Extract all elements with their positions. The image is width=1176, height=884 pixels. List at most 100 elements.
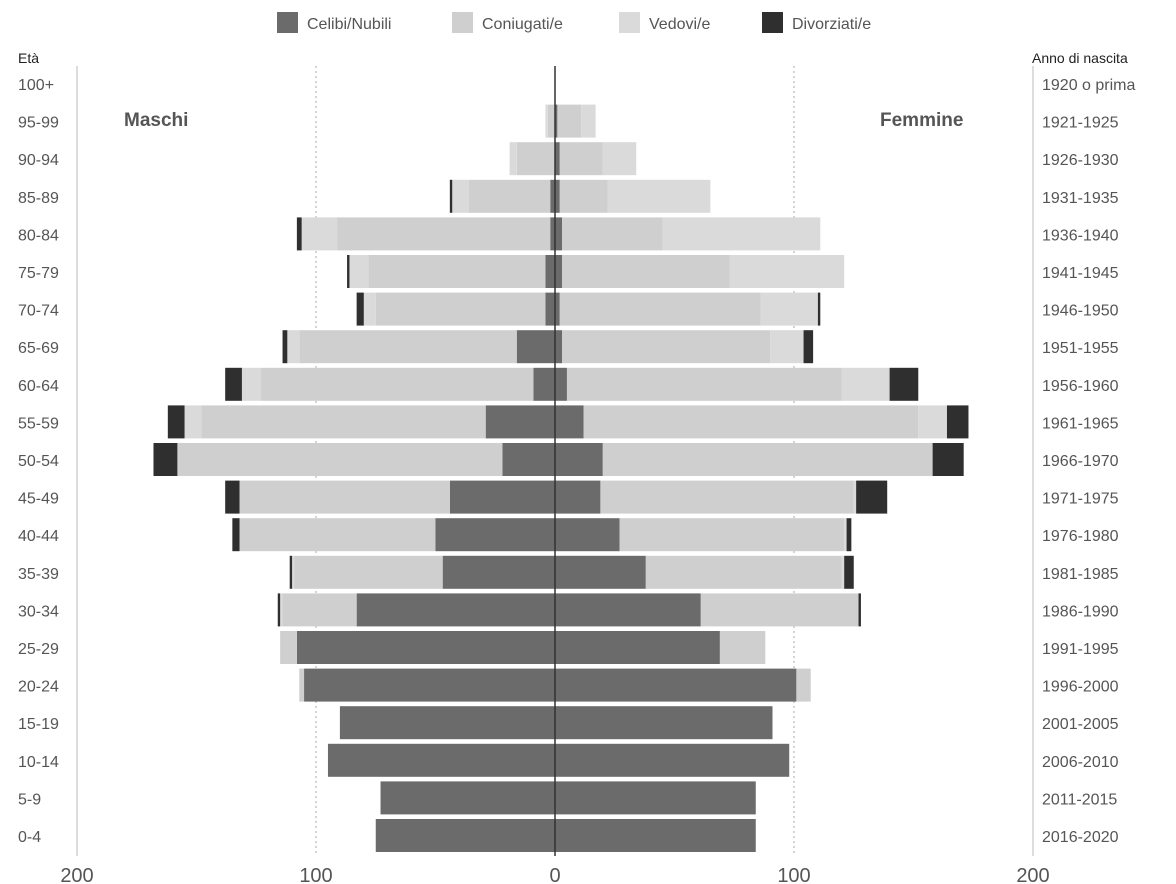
birth-year-tick-label: 1931-1935: [1042, 190, 1119, 207]
bar-female-45-49-Celibi/Nubili: [555, 480, 601, 514]
bar-female-25-29-Celibi/Nubili: [555, 631, 720, 664]
birth-year-tick-label: 1920 o prima: [1042, 77, 1135, 94]
bar-female-30-34-Coniugati/e: [700, 593, 859, 627]
birth-year-tick-label: 2006-2010: [1042, 754, 1119, 771]
bar-male-55-59-Coniugati/e: [201, 405, 486, 439]
birth-year-tick-label: 1961-1965: [1042, 415, 1119, 432]
bar-male-25-29-Coniugati/e: [280, 631, 297, 664]
legend-swatch: [762, 12, 783, 33]
bar-male-20-24-Celibi/Nubili: [304, 668, 555, 702]
legend-label: Coniugati/e: [482, 16, 563, 33]
age-tick-label: 35-39: [18, 566, 59, 583]
bar-male-80-84-Coniugati/e: [337, 217, 551, 251]
bar-male-35-39-Vedovi/e: [292, 555, 295, 589]
bar-female-65-69-Celibi/Nubili: [555, 330, 563, 364]
birth-year-tick-label: 2011-2015: [1042, 791, 1117, 808]
bar-female-45-49-Divorziati/e: [856, 480, 888, 514]
bar-female-35-39-Coniugati/e: [645, 555, 842, 589]
bar-female-85-89-Coniugati/e: [559, 179, 608, 213]
bar-female-40-44-Celibi/Nubili: [555, 518, 620, 552]
birth-year-tick-label: 1956-1960: [1042, 378, 1119, 395]
bar-female-35-39-Vedovi/e: [841, 555, 845, 589]
age-tick-label: 95-99: [18, 115, 59, 132]
bar-female-60-64-Divorziati/e: [889, 367, 919, 401]
bar-female-75-79-Celibi/Nubili: [555, 255, 563, 288]
bar-female-75-79-Vedovi/e: [729, 255, 845, 288]
age-tick-label: 100+: [18, 77, 54, 94]
bar-male-45-49-Coniugati/e: [239, 480, 450, 514]
bar-male-45-49-Divorziati/e: [225, 480, 240, 514]
age-tick-label: 60-64: [18, 378, 59, 395]
bar-female-30-34-Divorziati/e: [858, 593, 861, 627]
bar-male-65-69-Vedovi/e: [287, 330, 300, 364]
age-tick-label: 75-79: [18, 265, 59, 282]
age-tick-label: 45-49: [18, 491, 59, 508]
bar-female-35-39-Divorziati/e: [844, 555, 854, 589]
bar-female-20-24-Coniugati/e: [796, 668, 811, 702]
bar-female-70-74-Coniugati/e: [559, 292, 761, 326]
bar-male-5-9-Celibi/Nubili: [380, 781, 555, 815]
legend-swatch: [619, 12, 640, 33]
bar-female-80-84-Celibi/Nubili: [555, 217, 563, 251]
bar-female-35-39-Celibi/Nubili: [555, 555, 646, 589]
bar-female-70-74-Divorziati/e: [817, 292, 821, 326]
birth-year-tick-label: 1941-1945: [1042, 265, 1119, 282]
bar-female-0-4-Celibi/Nubili: [555, 819, 756, 852]
bar-male-25-29-Celibi/Nubili: [296, 631, 555, 664]
age-tick-label: 85-89: [18, 190, 59, 207]
bar-female-60-64-Coniugati/e: [566, 367, 842, 401]
right-axis-title: Anno di nascita: [1032, 50, 1128, 66]
bar-male-35-39-Celibi/Nubili: [442, 555, 555, 589]
bar-male-70-74-Celibi/Nubili: [545, 292, 555, 326]
bar-female-40-44-Divorziati/e: [846, 518, 852, 552]
bar-female-30-34-Celibi/Nubili: [555, 593, 701, 627]
bar-female-10-14-Celibi/Nubili: [555, 743, 790, 777]
bar-male-75-79-Vedovi/e: [349, 255, 369, 288]
bar-male-50-54-Divorziati/e: [153, 443, 178, 476]
bar-female-25-29-Coniugati/e: [719, 631, 766, 664]
bar-female-65-69-Vedovi/e: [770, 330, 804, 364]
age-tick-label: 90-94: [18, 152, 59, 169]
bar-male-55-59-Divorziati/e: [167, 405, 185, 439]
age-tick-label: 50-54: [18, 453, 59, 470]
x-tick-label: 100: [299, 865, 332, 884]
bar-male-60-64-Celibi/Nubili: [533, 367, 555, 401]
bar-female-50-54-Divorziati/e: [932, 443, 964, 476]
bar-male-85-89-Divorziati/e: [449, 179, 453, 213]
birth-year-tick-label: 1976-1980: [1042, 528, 1119, 545]
bar-male-85-89-Celibi/Nubili: [550, 179, 555, 213]
bar-male-45-49-Celibi/Nubili: [449, 480, 555, 514]
bar-female-95-99-Vedovi/e: [581, 104, 596, 138]
bar-male-65-69-Celibi/Nubili: [516, 330, 555, 364]
bar-male-15-19-Celibi/Nubili: [339, 706, 555, 740]
bar-female-40-44-Coniugati/e: [619, 518, 845, 552]
bar-male-55-59-Vedovi/e: [184, 405, 202, 439]
bar-male-95-99-Vedovi/e: [545, 104, 548, 138]
bar-male-80-84-Celibi/Nubili: [550, 217, 555, 251]
age-tick-label: 70-74: [18, 303, 59, 320]
bar-female-65-69-Divorziati/e: [803, 330, 814, 364]
bar-female-60-64-Celibi/Nubili: [555, 367, 567, 401]
age-tick-label: 10-14: [18, 754, 59, 771]
bar-female-55-59-Divorziati/e: [946, 405, 969, 439]
bar-female-55-59-Vedovi/e: [918, 405, 947, 439]
bar-male-90-94-Coniugati/e: [516, 142, 555, 176]
bar-male-80-84-Vedovi/e: [301, 217, 338, 251]
bar-female-85-89-Celibi/Nubili: [555, 179, 560, 213]
birth-year-tick-label: 1936-1940: [1042, 227, 1119, 244]
age-tick-label: 65-69: [18, 340, 59, 357]
bar-female-70-74-Vedovi/e: [760, 292, 818, 326]
bar-female-65-69-Coniugati/e: [562, 330, 771, 364]
bar-male-90-94-Vedovi/e: [509, 142, 517, 176]
bar-female-90-94-Coniugati/e: [559, 142, 603, 176]
bar-male-35-39-Divorziati/e: [289, 555, 293, 589]
bar-male-70-74-Divorziati/e: [356, 292, 364, 326]
bar-male-30-34-Vedovi/e: [280, 593, 283, 627]
legend-label: Celibi/Nubili: [307, 16, 391, 33]
age-tick-label: 40-44: [18, 528, 59, 545]
birth-year-tick-label: 1951-1955: [1042, 340, 1119, 357]
legend-label: Divorziati/e: [792, 16, 871, 33]
birth-year-tick-label: 1991-1995: [1042, 641, 1119, 658]
bar-female-40-44-Vedovi/e: [844, 518, 847, 552]
